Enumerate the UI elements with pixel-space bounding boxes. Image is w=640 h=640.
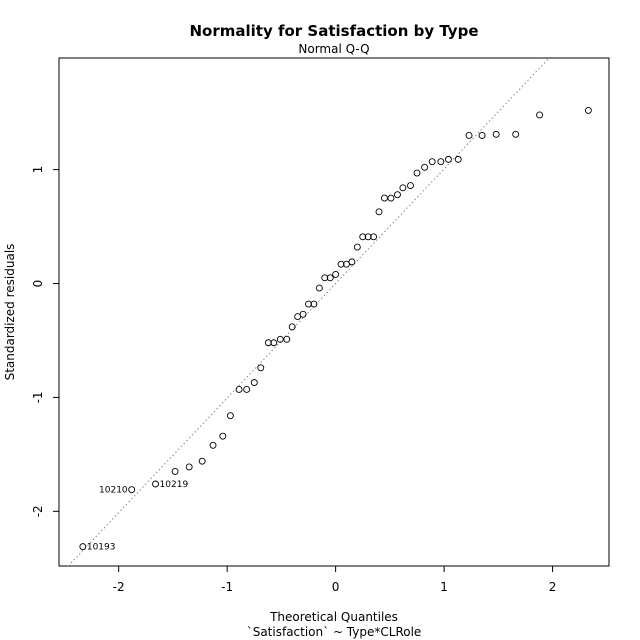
plot-frame (58, 57, 610, 567)
y-tick-label: -2 (31, 505, 45, 517)
y-tick-label: -1 (31, 391, 45, 403)
y-tick-label: 1 (31, 166, 45, 174)
data-point (185, 463, 193, 471)
data-point (399, 184, 407, 192)
data-point (209, 441, 217, 449)
y-axis-label: Standardized residuals (3, 244, 17, 381)
data-point (413, 169, 421, 177)
x-axis-label: Theoretical Quantiles (269, 610, 398, 624)
data-point (321, 274, 329, 282)
data-point (332, 270, 340, 278)
data-point (264, 339, 272, 347)
data-point (454, 155, 462, 163)
x-tick-label: -2 (113, 580, 125, 594)
data-point (584, 106, 592, 114)
data-point (387, 194, 395, 202)
data-point (364, 233, 372, 241)
chart-title: Normality for Satisfaction by Type (189, 22, 478, 40)
data-point (219, 432, 227, 440)
data-point (380, 194, 388, 202)
data-point (128, 486, 136, 494)
x-tick-label: 2 (549, 580, 557, 594)
point-label: 10219 (160, 480, 189, 490)
data-point (326, 274, 334, 282)
data-point (243, 386, 251, 393)
data-point (299, 310, 307, 318)
data-point (512, 130, 520, 138)
data-point (276, 335, 284, 343)
reference-line (67, 57, 550, 567)
data-point (250, 379, 258, 387)
data-point (370, 233, 378, 241)
data-point (375, 208, 383, 216)
x-axis-sublabel: `Satisfaction` ~ Type*CLRole (247, 625, 422, 639)
data-point (353, 243, 361, 251)
chart-subtitle: Normal Q-Q (298, 42, 369, 56)
data-point (444, 155, 452, 163)
data-point (407, 182, 414, 190)
data-point (305, 300, 312, 308)
data-point (437, 158, 445, 166)
point-label: 10210 (99, 486, 128, 496)
data-point (257, 364, 265, 372)
data-point (310, 300, 318, 308)
x-tick-label: -1 (221, 580, 233, 594)
data-point (288, 323, 296, 331)
data-point (421, 163, 429, 171)
data-point (394, 191, 401, 199)
data-point (235, 386, 243, 393)
point-label: 10193 (87, 543, 116, 553)
x-tick-label: 0 (332, 580, 340, 594)
x-tick-label: 1 (440, 580, 448, 594)
data-point (478, 132, 486, 139)
data-point (283, 335, 291, 343)
data-point (337, 260, 345, 268)
data-point (536, 111, 544, 119)
data-point (171, 468, 179, 475)
data-point (348, 258, 356, 266)
data-point (428, 158, 436, 166)
data-point (270, 339, 278, 347)
data-point (492, 130, 500, 138)
data-point (315, 284, 323, 292)
data-point (465, 132, 473, 139)
data-point (226, 412, 234, 420)
data-point (359, 233, 367, 241)
data-point (198, 457, 206, 465)
y-tick-label: 0 (31, 280, 45, 288)
data-point (79, 543, 87, 551)
data-point (152, 480, 159, 488)
